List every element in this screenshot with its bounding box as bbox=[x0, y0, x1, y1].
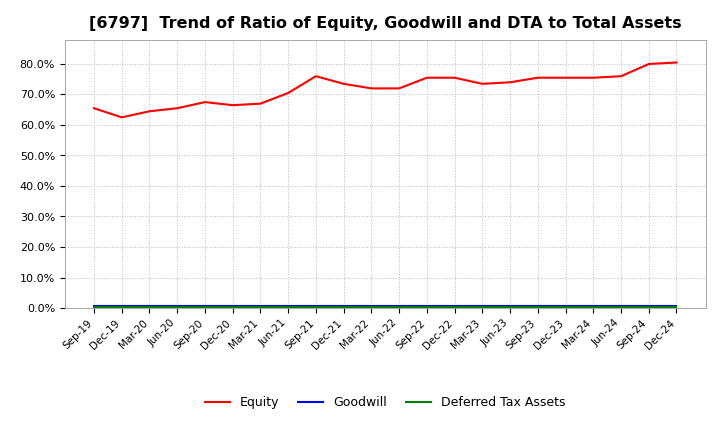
Equity bbox=[589, 75, 598, 81]
Equity bbox=[312, 73, 320, 79]
Equity bbox=[201, 99, 210, 105]
Equity bbox=[616, 73, 625, 79]
Deferred Tax Assets bbox=[173, 304, 181, 309]
Deferred Tax Assets bbox=[367, 304, 376, 309]
Equity bbox=[256, 101, 265, 106]
Deferred Tax Assets bbox=[450, 304, 459, 309]
Goodwill bbox=[339, 303, 348, 308]
Goodwill bbox=[589, 303, 598, 308]
Equity bbox=[672, 60, 681, 65]
Goodwill bbox=[367, 303, 376, 308]
Goodwill bbox=[284, 303, 292, 308]
Deferred Tax Assets bbox=[312, 304, 320, 309]
Deferred Tax Assets bbox=[644, 304, 653, 309]
Goodwill bbox=[89, 303, 98, 308]
Deferred Tax Assets bbox=[505, 304, 514, 309]
Deferred Tax Assets bbox=[423, 304, 431, 309]
Deferred Tax Assets bbox=[117, 304, 126, 309]
Goodwill bbox=[478, 303, 487, 308]
Equity bbox=[423, 75, 431, 81]
Deferred Tax Assets bbox=[284, 304, 292, 309]
Goodwill bbox=[423, 303, 431, 308]
Goodwill bbox=[561, 303, 570, 308]
Deferred Tax Assets bbox=[561, 304, 570, 309]
Equity bbox=[478, 81, 487, 87]
Goodwill bbox=[505, 303, 514, 308]
Equity bbox=[117, 115, 126, 120]
Goodwill bbox=[395, 303, 403, 308]
Goodwill bbox=[616, 303, 625, 308]
Deferred Tax Assets bbox=[672, 304, 681, 309]
Equity bbox=[505, 80, 514, 85]
Deferred Tax Assets bbox=[589, 304, 598, 309]
Deferred Tax Assets bbox=[534, 304, 542, 309]
Goodwill bbox=[145, 303, 154, 308]
Equity bbox=[395, 86, 403, 91]
Equity bbox=[367, 86, 376, 91]
Equity bbox=[284, 90, 292, 95]
Deferred Tax Assets bbox=[89, 304, 98, 309]
Line: Equity: Equity bbox=[94, 62, 677, 117]
Goodwill bbox=[228, 303, 237, 308]
Goodwill bbox=[450, 303, 459, 308]
Deferred Tax Assets bbox=[339, 304, 348, 309]
Goodwill bbox=[644, 303, 653, 308]
Equity bbox=[145, 109, 154, 114]
Goodwill bbox=[256, 303, 265, 308]
Deferred Tax Assets bbox=[145, 304, 154, 309]
Goodwill bbox=[672, 303, 681, 308]
Equity bbox=[561, 75, 570, 81]
Equity bbox=[534, 75, 542, 81]
Legend: Equity, Goodwill, Deferred Tax Assets: Equity, Goodwill, Deferred Tax Assets bbox=[200, 392, 570, 414]
Goodwill bbox=[312, 303, 320, 308]
Equity bbox=[644, 61, 653, 66]
Deferred Tax Assets bbox=[256, 304, 265, 309]
Equity bbox=[339, 81, 348, 87]
Deferred Tax Assets bbox=[228, 304, 237, 309]
Equity bbox=[228, 103, 237, 108]
Deferred Tax Assets bbox=[616, 304, 625, 309]
Equity bbox=[450, 75, 459, 81]
Deferred Tax Assets bbox=[478, 304, 487, 309]
Goodwill bbox=[117, 303, 126, 308]
Goodwill bbox=[534, 303, 542, 308]
Goodwill bbox=[201, 303, 210, 308]
Deferred Tax Assets bbox=[395, 304, 403, 309]
Equity bbox=[89, 106, 98, 111]
Goodwill bbox=[173, 303, 181, 308]
Title: [6797]  Trend of Ratio of Equity, Goodwill and DTA to Total Assets: [6797] Trend of Ratio of Equity, Goodwil… bbox=[89, 16, 682, 32]
Deferred Tax Assets bbox=[201, 304, 210, 309]
Equity bbox=[173, 106, 181, 111]
